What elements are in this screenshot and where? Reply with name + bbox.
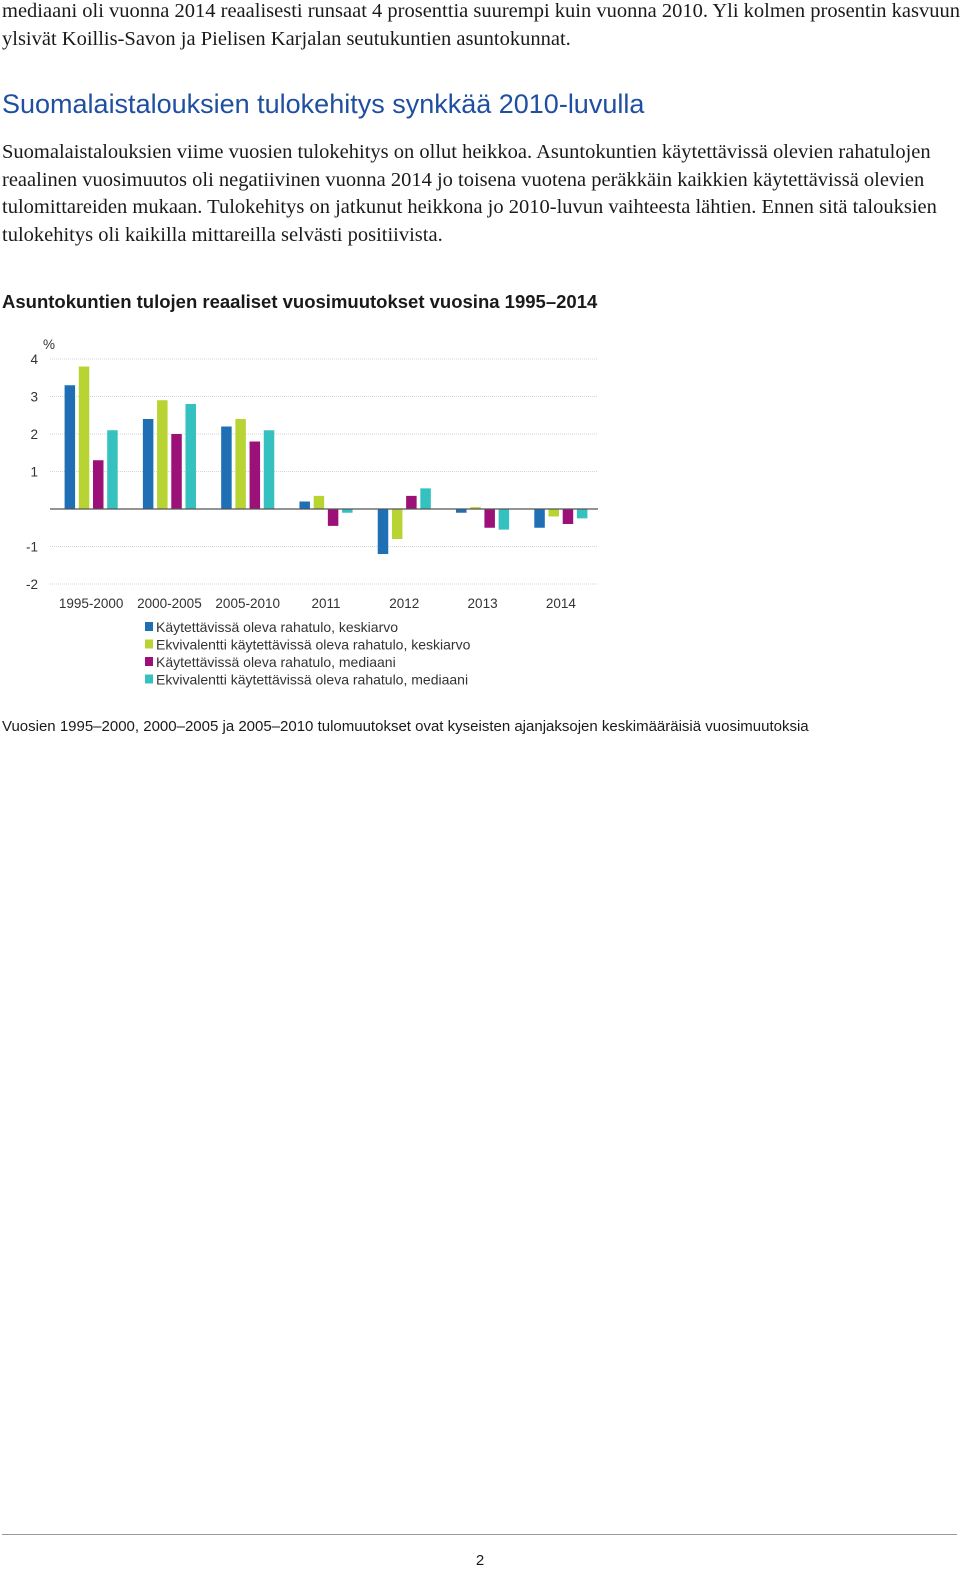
bar (221, 426, 232, 509)
bar (470, 507, 481, 509)
bar (562, 509, 574, 524)
legend-swatch (145, 657, 153, 666)
y-tick-label: 1 (30, 465, 38, 480)
bar (157, 400, 168, 509)
bar (107, 430, 118, 509)
legend-entry: Käytettävissä oleva rahatulo, keskiarvo (156, 619, 398, 635)
x-tick-label: 2014 (546, 596, 577, 611)
bar (420, 488, 431, 509)
chart-bars (64, 366, 588, 554)
legend-entry: Käytettävissä oleva rahatulo, mediaani (156, 654, 396, 670)
chart-legend: Käytettävissä oleva rahatulo, keskiarvo E… (145, 619, 471, 688)
x-tick-label: 2013 (468, 596, 498, 611)
bar (327, 509, 339, 526)
bar (299, 501, 310, 509)
bar (456, 509, 467, 513)
bar (313, 495, 325, 509)
chart-footnote: Vuosien 1995–2000, 2000–2005 ja 2005–201… (2, 718, 809, 735)
x-tick-label: 2005-2010 (215, 596, 280, 611)
bar (406, 495, 417, 509)
bar (171, 434, 182, 509)
y-tick-label: 3 (30, 390, 38, 405)
page-number: 2 (475, 1552, 485, 1569)
income-change-bar-chart: 4 3 2 1 -1 -2 % 1995-2000 2000-2005 2005-2010 20… (26, 337, 598, 688)
bar (498, 509, 510, 530)
x-tick-label: 1995-2000 (59, 596, 124, 611)
footer-divider (2, 1534, 957, 1535)
legend-entry: Ekvivalentti käytettävissä oleva rahatul… (156, 637, 471, 653)
x-axis-category-labels: 1995-2000 2000-2005 2005-2010 2011 2012 2013 2… (59, 596, 576, 611)
bar (548, 509, 560, 517)
y-tick-label: -1 (26, 540, 38, 555)
y-tick-label: 4 (30, 352, 38, 367)
chart-gridlines (50, 358, 598, 585)
bar (235, 419, 246, 509)
bar (377, 509, 389, 554)
y-axis-tick-labels: 4 3 2 1 -1 -2 (26, 352, 39, 592)
legend-entry: Ekvivalentti käytettävissä oleva rahatul… (156, 672, 468, 688)
y-tick-label: 2 (30, 427, 38, 442)
y-axis-unit-label: % (43, 337, 55, 352)
bar (64, 385, 76, 509)
bar (92, 460, 104, 509)
bar (249, 441, 261, 509)
legend-swatch (145, 622, 153, 631)
bar (576, 509, 588, 519)
legend-swatch (145, 639, 153, 649)
bar (142, 419, 154, 509)
section-heading: Suomalaistalouksien tulokehitys synkkää … (2, 89, 645, 119)
bar (391, 509, 403, 539)
bar (484, 509, 495, 528)
bar (78, 366, 90, 509)
intro-paragraph: mediaani oli vuonna 2014 reaalisesti run… (2, 0, 960, 50)
legend-swatch (145, 674, 153, 684)
bar (534, 509, 545, 528)
x-tick-label: 2000-2005 (137, 596, 202, 611)
y-tick-label: -2 (26, 577, 38, 592)
body-paragraph: Suomalaistalouksien viime vuosien tuloke… (2, 141, 937, 246)
bar (342, 509, 353, 513)
bar (263, 430, 275, 509)
x-tick-label: 2011 (311, 596, 340, 611)
x-tick-label: 2012 (389, 596, 419, 611)
bar (185, 404, 196, 509)
chart-title: Asuntokuntien tulojen reaaliset vuosimuu… (2, 291, 598, 312)
